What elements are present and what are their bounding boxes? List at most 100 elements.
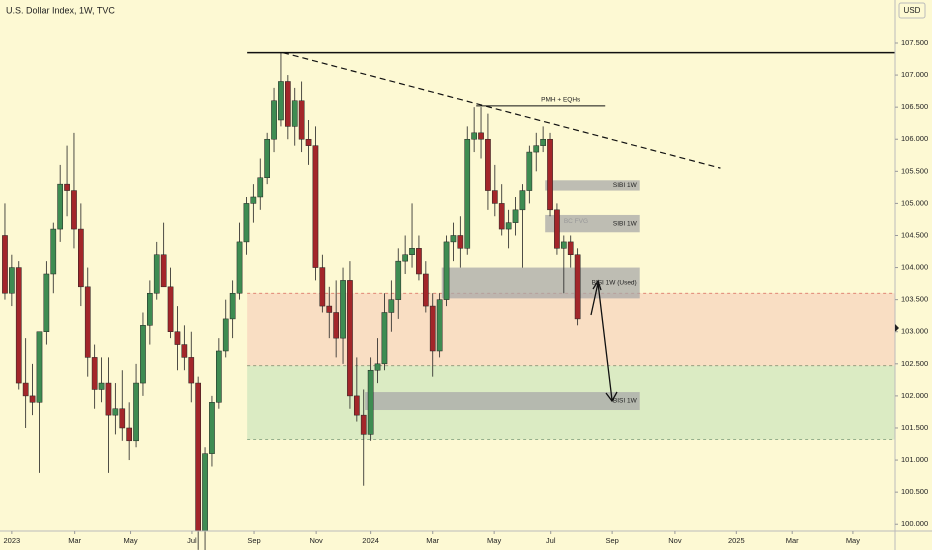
x-tick-label: Jul: [187, 536, 197, 545]
candle-body: [64, 183, 70, 191]
candle-body: [512, 209, 519, 223]
candle-body: [22, 382, 29, 397]
candle-body: [554, 209, 560, 249]
arrow-heads: [592, 279, 618, 403]
candle-body: [119, 408, 126, 429]
candle-body: [50, 228, 57, 275]
candle-body: [153, 254, 160, 294]
candle-body: [264, 138, 270, 178]
candle-body: [126, 427, 133, 442]
box-label: SIBI 1W: [613, 182, 638, 189]
candle-body: [84, 286, 91, 358]
x-tick-label: May: [846, 536, 860, 545]
candle-body: [305, 138, 312, 146]
candle-body: [36, 331, 43, 403]
candle-body: [188, 357, 195, 384]
y-tick-label: 101.500: [901, 423, 928, 432]
candle-body: [167, 286, 174, 332]
candle-body: [133, 382, 139, 442]
candle-body: [284, 81, 291, 127]
candle-body: [98, 382, 105, 390]
fvg-label: BC FVG: [564, 218, 588, 225]
candle-body: [291, 100, 298, 127]
y-tick-label: 106.500: [901, 102, 928, 111]
candle-body: [450, 235, 457, 243]
candle-body: [560, 241, 567, 249]
candle-body: [353, 395, 360, 416]
candle-body: [250, 196, 257, 204]
candle-body: [222, 318, 229, 352]
y-tick-label: 103.000: [901, 327, 928, 336]
candle-body: [367, 369, 374, 435]
candle-body: [78, 228, 84, 288]
currency-box: [898, 2, 926, 19]
box-label: BISI 1W: [613, 398, 638, 405]
pmh-label: PMH + EQHs: [541, 97, 581, 104]
imbalance-box: [441, 267, 640, 299]
candle-body: [547, 138, 553, 211]
candle-body: [395, 260, 402, 300]
currency-label: USD: [904, 6, 921, 15]
box-label: BISI 1W (Used): [592, 280, 637, 287]
candle-body: [443, 241, 450, 300]
y-tick-label: 104.000: [901, 263, 928, 272]
y-tick-label: 104.500: [901, 230, 928, 239]
candle-body: [388, 299, 395, 313]
candle-body: [498, 203, 505, 230]
x-tick-label: May: [487, 536, 501, 545]
candle-body: [278, 81, 284, 121]
candle-body: [202, 453, 208, 531]
candle-body: [105, 382, 112, 416]
candle-body: [381, 312, 388, 365]
candle-body: [402, 254, 408, 262]
candle-body: [91, 357, 98, 390]
candle-body: [160, 254, 167, 288]
candle-body: [360, 414, 367, 435]
candle-body: [236, 241, 243, 294]
candle-body: [340, 280, 346, 339]
candle-body: [71, 190, 77, 230]
candle-body: [195, 382, 202, 531]
x-tick-label: Mar: [426, 536, 439, 545]
y-tick-label: 101.000: [901, 455, 928, 464]
price-marker: [895, 324, 899, 332]
x-tick-label: May: [123, 536, 137, 545]
candle-body: [574, 254, 581, 320]
candle-body: [2, 235, 8, 294]
x-tick-label: Nov: [309, 536, 323, 545]
imbalance-box: [545, 214, 640, 233]
candle-body: [229, 292, 236, 320]
candle-body: [505, 222, 512, 230]
candle-body: [43, 273, 50, 332]
candle-body: [216, 350, 222, 403]
candle-body: [422, 273, 429, 307]
chart-title: U.S. Dollar Index, 1W, TVC: [6, 5, 115, 15]
candle-body: [271, 100, 277, 140]
candle-body: [174, 331, 181, 345]
y-tick-label: 105.000: [901, 198, 928, 207]
imbalance-box: [545, 180, 640, 191]
candle-body: [519, 190, 526, 211]
candle-body: [409, 248, 415, 255]
candle-body: [57, 183, 64, 230]
y-tick-label: 102.000: [901, 391, 928, 400]
y-tick-label: 107.500: [901, 38, 928, 47]
candle-body: [333, 312, 339, 339]
candle-body: [326, 305, 333, 313]
x-tick-label: Mar: [68, 536, 81, 545]
candle-body: [140, 325, 146, 384]
candle-body: [9, 267, 15, 294]
candle-body: [298, 100, 305, 140]
candle-body: [526, 151, 533, 191]
candle-body: [312, 145, 319, 268]
candle-body: [491, 190, 498, 204]
candle-body: [147, 292, 153, 326]
candle-body: [478, 132, 484, 140]
y-tick-label: 103.500: [901, 295, 928, 304]
candle-body: [15, 267, 22, 384]
candle-body: [112, 408, 119, 416]
y-tick-label: 100.000: [901, 519, 928, 528]
candle-body: [416, 248, 422, 275]
candle-body: [533, 145, 540, 153]
